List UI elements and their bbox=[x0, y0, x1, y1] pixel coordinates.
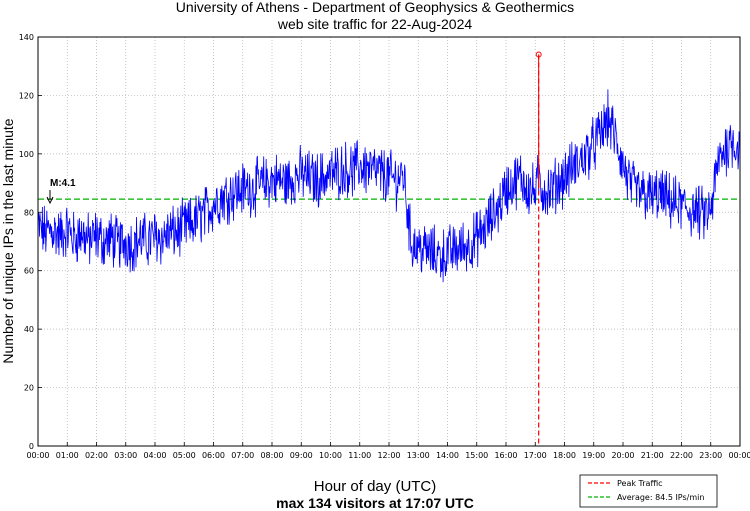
x-tick-label-22: 22:00 bbox=[670, 451, 693, 460]
x-tick-label-11: 11:00 bbox=[348, 451, 371, 460]
x-tick-label-13: 13:00 bbox=[407, 451, 430, 460]
peak-marker bbox=[535, 51, 542, 58]
chart-title-line2: web site traffic for 22-Aug-2024 bbox=[277, 16, 473, 32]
x-tick-label-17: 17:00 bbox=[524, 451, 547, 460]
peak-summary: max 134 visitors at 17:07 UTC bbox=[276, 495, 474, 511]
y-tick-label-80: 80 bbox=[24, 208, 34, 217]
m41-arrow-head bbox=[46, 196, 54, 205]
x-tick-label-1: 01:00 bbox=[56, 451, 79, 460]
plot-frame bbox=[37, 36, 741, 447]
legend-average-label: Average: 84.5 IPs/min bbox=[617, 493, 704, 502]
x-tick-label-0: 00:00 bbox=[26, 451, 49, 460]
y-tick-label-60: 60 bbox=[24, 267, 34, 276]
x-tick-label-5: 05:00 bbox=[173, 451, 196, 460]
legend-peak-label: Peak Traffic bbox=[617, 479, 663, 488]
chart-title-line1: University of Athens - Department of Geo… bbox=[176, 0, 574, 15]
x-tick-label-9: 09:00 bbox=[290, 451, 313, 460]
x-tick-label-7: 07:00 bbox=[231, 451, 254, 460]
y-axis-label: Number of unique IPs in the last minute bbox=[0, 118, 16, 363]
y-tick-label-120: 120 bbox=[19, 91, 34, 100]
y-tick-label-100: 100 bbox=[19, 150, 34, 159]
m41-annotation: M:4.1 bbox=[46, 178, 76, 205]
x-tick-label-6: 06:00 bbox=[202, 451, 225, 460]
x-tick-label-21: 21:00 bbox=[641, 451, 664, 460]
x-tick-label-19: 19:00 bbox=[582, 451, 605, 460]
x-axis-label: Hour of day (UTC) bbox=[314, 478, 437, 495]
x-tick-label-16: 16:00 bbox=[494, 451, 517, 460]
x-tick-label-3: 03:00 bbox=[114, 451, 137, 460]
x-tick-label-12: 12:00 bbox=[377, 451, 400, 460]
y-tick-label-40: 40 bbox=[24, 325, 34, 334]
x-tick-label-18: 18:00 bbox=[553, 451, 576, 460]
y-tick-label-20: 20 bbox=[24, 384, 34, 393]
legend: Peak Traffic Average: 84.5 IPs/min bbox=[579, 474, 718, 508]
legend-box bbox=[579, 474, 718, 508]
x-tick-label-10: 10:00 bbox=[319, 451, 342, 460]
x-axis-ticks: 00:00 01:00 02:00 03:00 04:00 05:00 06:00 07:00… bbox=[26, 442, 750, 460]
y-tick-label-140: 140 bbox=[19, 33, 34, 42]
x-tick-label-20: 20:00 bbox=[611, 451, 634, 460]
y-axis-ticks: 0 20 40 60 80 100 120 140 bbox=[19, 33, 42, 451]
x-tick-label-8: 08:00 bbox=[260, 451, 283, 460]
x-tick-label-15: 15:00 bbox=[465, 451, 488, 460]
x-tick-label-14: 14:00 bbox=[436, 451, 459, 460]
traffic-series-line bbox=[37, 89, 741, 283]
y-tick-label-0: 0 bbox=[29, 442, 34, 451]
x-tick-label-4: 04:00 bbox=[143, 451, 166, 460]
x-tick-label-23: 23:00 bbox=[699, 451, 722, 460]
m41-label: M:4.1 bbox=[50, 178, 76, 189]
x-tick-label-2: 02:00 bbox=[85, 451, 108, 460]
x-tick-label-24: 00:00 bbox=[728, 451, 750, 460]
